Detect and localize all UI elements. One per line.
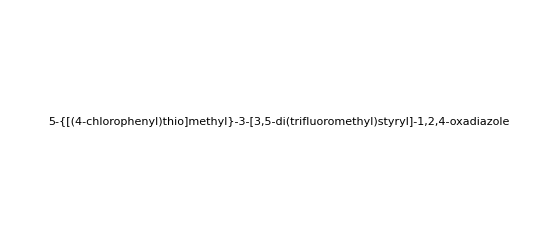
Text: 5-{[(4-chlorophenyl)thio]methyl}-3-[3,5-di(trifluoromethyl)styryl]-1,2,4-oxadiaz: 5-{[(4-chlorophenyl)thio]methyl}-3-[3,5-… [49, 117, 510, 127]
